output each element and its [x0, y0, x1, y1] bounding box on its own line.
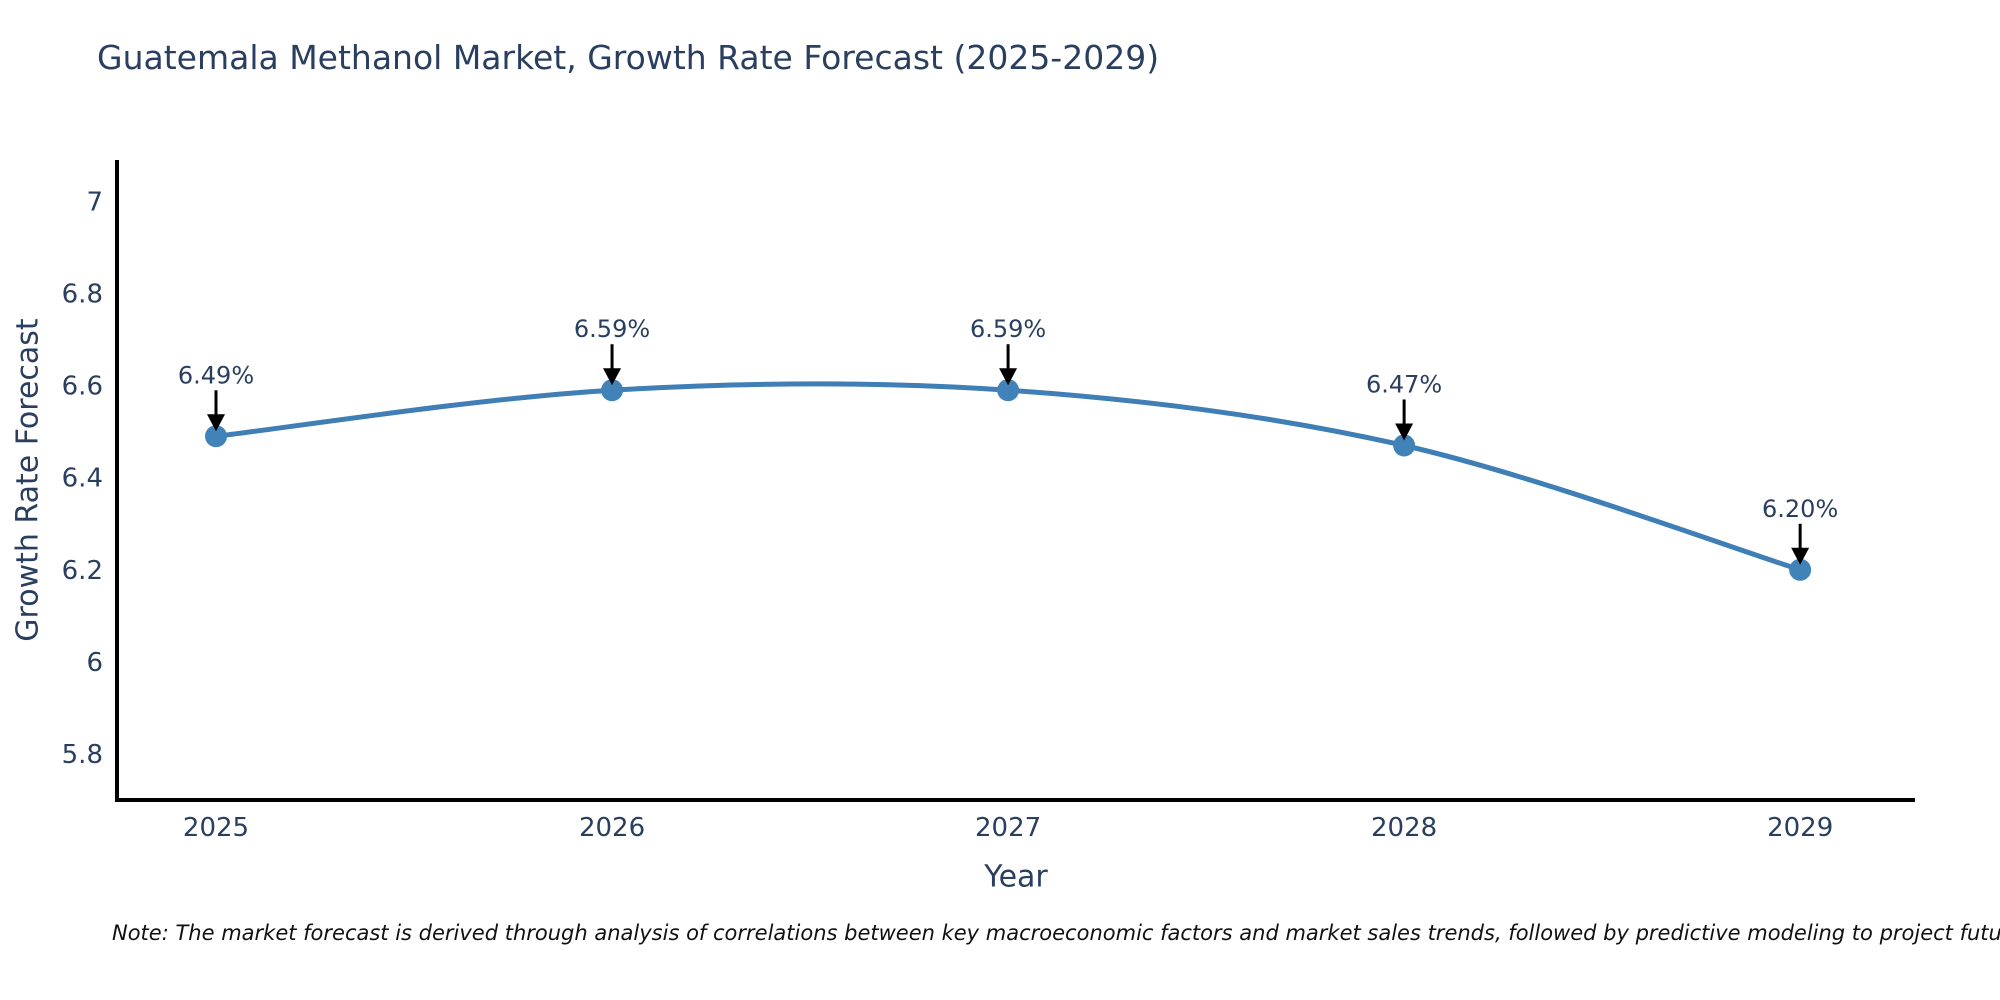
y-tick-label: 6.6 [62, 372, 103, 402]
y-tick-label: 7 [86, 187, 103, 217]
annotation-arrowhead-icon [1791, 547, 1810, 565]
y-tick-label: 5.8 [62, 740, 103, 770]
annotation-arrowhead-icon [999, 368, 1018, 386]
data-point-marker [997, 379, 1020, 402]
x-tick-label: 2026 [579, 813, 645, 843]
forecast-line [213, 381, 1803, 573]
data-point-marker [1393, 434, 1416, 457]
point-value-label: 6.49% [178, 361, 254, 389]
data-point-marker [601, 379, 624, 402]
x-tick-label: 2028 [1371, 813, 1437, 843]
annotation-arrowhead-icon [603, 368, 622, 386]
y-tick-label: 6.8 [62, 280, 103, 310]
x-axis-title: Year [984, 859, 1048, 895]
chart-title: Guatemala Methanol Market, Growth Rate F… [97, 38, 1160, 77]
point-value-label: 6.59% [574, 315, 650, 343]
point-value-label: 6.20% [1762, 495, 1838, 523]
y-tick-label: 6.4 [62, 464, 103, 494]
data-point-marker [205, 425, 228, 448]
x-tick-label: 2027 [975, 813, 1041, 843]
annotation-arrowhead-icon [207, 414, 226, 432]
annotation-arrowhead-icon [1395, 423, 1414, 441]
x-tick-label: 2029 [1767, 813, 1833, 843]
y-tick-label: 6.2 [62, 556, 103, 586]
footnote: Note: The market forecast is derived thr… [112, 921, 2000, 945]
y-axis-title: Growth Rate Forecast [10, 318, 46, 642]
x-tick-label: 2025 [183, 813, 249, 843]
point-value-label: 6.47% [1366, 370, 1442, 398]
data-point-marker [1789, 558, 1812, 581]
y-tick-label: 6 [86, 648, 103, 678]
point-value-label: 6.59% [970, 315, 1046, 343]
